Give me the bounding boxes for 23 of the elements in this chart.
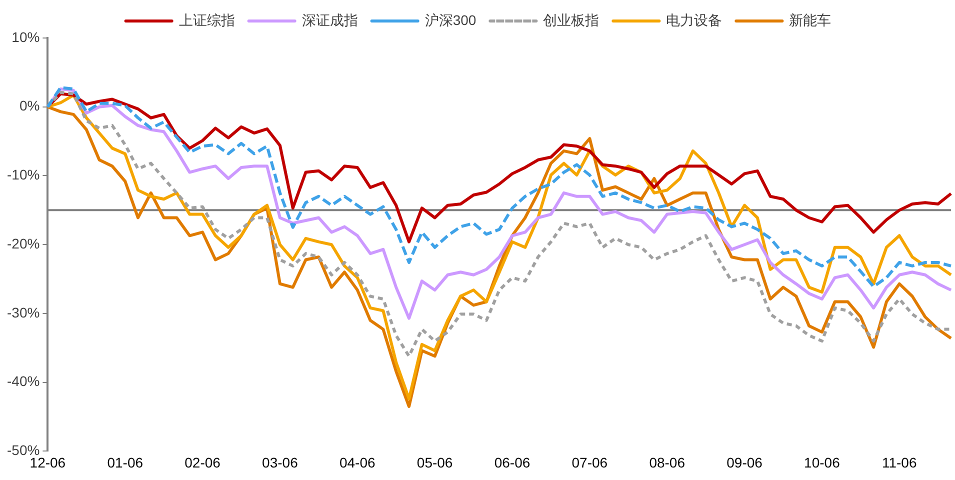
y-tick-label: -20% <box>6 235 40 252</box>
legend-label: 创业板指 <box>543 12 600 28</box>
legend-label: 电力设备 <box>666 12 722 28</box>
x-tick-label: 06-06 <box>494 454 530 470</box>
legend-label: 新能车 <box>789 12 832 28</box>
y-tick-label: 10% <box>12 28 40 45</box>
x-tick-label: 09-06 <box>726 454 763 470</box>
y-tick-label: -10% <box>6 166 40 183</box>
x-tick-label: 11-06 <box>882 454 917 470</box>
x-tick-label: 07-06 <box>572 454 608 470</box>
x-tick-label: 01-06 <box>107 454 144 470</box>
x-tick-label: 08-06 <box>649 454 686 470</box>
legend-label: 沪深300 <box>424 12 476 28</box>
x-tick-label: 10-06 <box>804 454 840 470</box>
x-tick-label: 03-06 <box>262 454 298 470</box>
y-tick-label: -30% <box>6 304 40 320</box>
legend-label: 深证成指 <box>302 12 358 28</box>
x-tick-label: 04-06 <box>339 454 376 470</box>
y-tick-label: 0% <box>19 98 40 114</box>
legend-label: 上证综指 <box>178 12 235 28</box>
x-tick-label: 02-06 <box>184 454 221 470</box>
y-tick-label: -40% <box>6 373 40 390</box>
x-tick-label: 05-06 <box>416 454 453 470</box>
